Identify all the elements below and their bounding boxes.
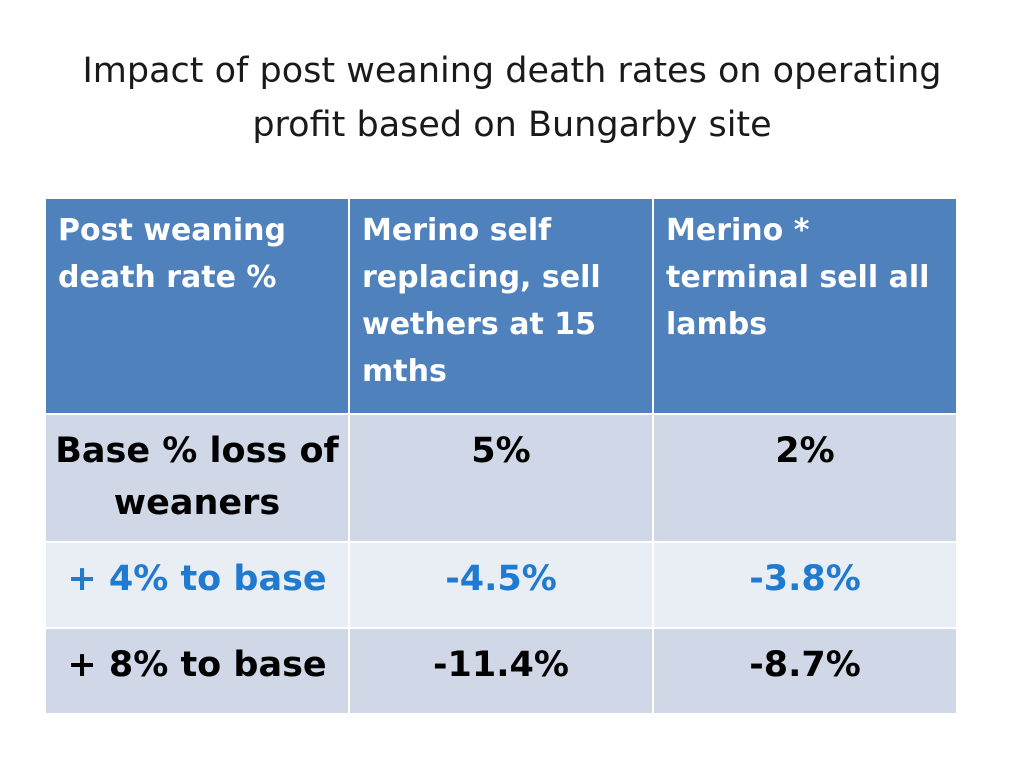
- cell-base-self-replacing: 5%: [348, 413, 654, 543]
- row-label-base: Base % loss of weaners: [44, 413, 350, 543]
- data-table: Post weaning death rate % Merino self re…: [44, 197, 958, 715]
- header-merino-terminal: Merino * terminal sell all lambs: [652, 197, 958, 415]
- cell-plus-8-terminal: -8.7%: [652, 627, 958, 715]
- cell-plus-4-terminal: -3.8%: [652, 541, 958, 629]
- table-row: + 4% to base -4.5% -3.8%: [44, 541, 958, 629]
- row-label-plus-8: + 8% to base: [44, 627, 350, 715]
- table-header-row: Post weaning death rate % Merino self re…: [44, 197, 958, 415]
- header-death-rate: Post weaning death rate %: [44, 197, 350, 415]
- cell-plus-8-self-replacing: -11.4%: [348, 627, 654, 715]
- row-label-plus-4: + 4% to base: [44, 541, 350, 629]
- cell-base-terminal: 2%: [652, 413, 958, 543]
- table-row: Base % loss of weaners 5% 2%: [44, 413, 958, 543]
- slide-title: Impact of post weaning death rates on op…: [82, 51, 942, 145]
- header-merino-self-replacing: Merino self replacing, sell wethers at 1…: [348, 197, 654, 415]
- cell-plus-4-self-replacing: -4.5%: [348, 541, 654, 629]
- table-row: + 8% to base -11.4% -8.7%: [44, 627, 958, 715]
